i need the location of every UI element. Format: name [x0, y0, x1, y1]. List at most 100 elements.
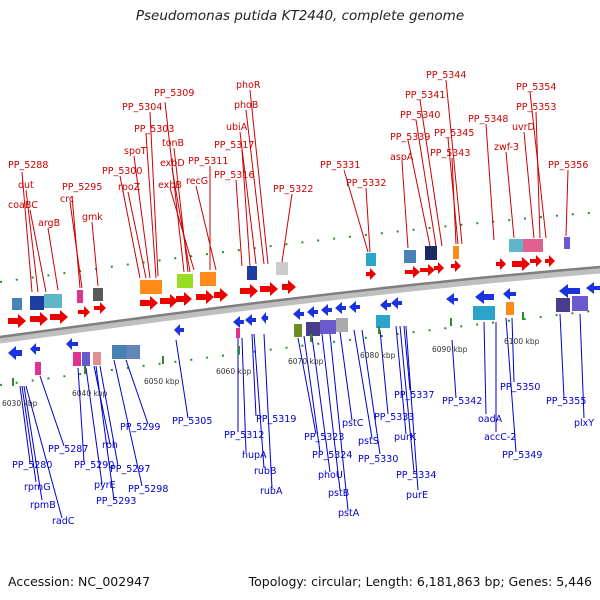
gene-label[interactable]: PP_5348: [468, 114, 508, 125]
gene-label[interactable]: oadA: [478, 414, 503, 425]
genome-backbone: [0, 265, 600, 339]
gene-label[interactable]: PP_5332: [346, 178, 386, 189]
gene-label[interactable]: uvrD: [512, 122, 535, 133]
gene-label[interactable]: PP_5350: [500, 382, 540, 393]
gene-label[interactable]: PP_5303: [134, 124, 174, 135]
gene-label[interactable]: coaBC: [8, 200, 38, 211]
top-strand-features: [12, 237, 570, 310]
gene-label[interactable]: PP_5356: [548, 160, 588, 171]
gene-label[interactable]: PP_5319: [256, 414, 296, 425]
gene-label[interactable]: pyrE: [94, 480, 116, 491]
gene-label[interactable]: crc: [60, 194, 74, 205]
bottom-strand-features: [35, 296, 588, 375]
gene-label[interactable]: PP_5349: [502, 450, 542, 461]
gene-label[interactable]: exbB: [158, 180, 182, 191]
top-track-guide: [0, 211, 600, 283]
gene-label[interactable]: PP_5304: [122, 102, 162, 113]
gene-label[interactable]: recG: [186, 176, 208, 187]
scale-label-6050: 6050 kbp: [144, 377, 180, 386]
gene-label[interactable]: PP_5354: [516, 82, 556, 93]
gene-label[interactable]: PP_5355: [546, 396, 586, 407]
gene-label[interactable]: PP_5331: [320, 160, 360, 171]
gene-label[interactable]: gmk: [82, 212, 103, 223]
gene-label[interactable]: PP_5290: [74, 460, 114, 471]
gene-label[interactable]: PP_5342: [442, 396, 482, 407]
gene-label[interactable]: spoT: [124, 146, 147, 157]
gene-label[interactable]: PP_5337: [394, 390, 434, 401]
gene-label[interactable]: hupA: [242, 450, 267, 461]
gene-label[interactable]: PP_5298: [128, 484, 168, 495]
bottom-strand-arrows: [8, 282, 600, 360]
top-gene-labels: PP_5288 dut coaBC argB PP_5295 crc gmk P…: [8, 70, 588, 229]
gene-label[interactable]: radC: [52, 516, 75, 527]
gene-label[interactable]: PP_5305: [172, 416, 212, 427]
gene-label[interactable]: PP_5312: [224, 430, 264, 441]
gene-label[interactable]: exbD: [160, 158, 185, 169]
gene-label[interactable]: PP_5334: [396, 470, 436, 481]
gene-label[interactable]: rubB: [254, 466, 276, 477]
gene-label[interactable]: PP_5293: [96, 496, 136, 507]
gene-label[interactable]: PP_5316: [214, 170, 254, 181]
gene-label[interactable]: PP_5317: [214, 140, 254, 151]
gene-label[interactable]: aspA: [390, 152, 414, 163]
top-strand-arrows: [8, 255, 555, 328]
scale-label-6060: 6060 kbp: [216, 367, 252, 376]
gene-label[interactable]: PP_5311: [188, 156, 228, 167]
genome-title: Pseudomonas putida KT2440, complete geno…: [135, 8, 465, 24]
gene-label[interactable]: rubA: [260, 486, 283, 497]
gene-label[interactable]: phoU: [318, 470, 343, 481]
gene-label[interactable]: argB: [38, 218, 60, 229]
gene-label[interactable]: PP_5323: [304, 432, 344, 443]
gene-label[interactable]: pstC: [342, 418, 364, 429]
gene-label[interactable]: PP_5280: [12, 460, 52, 471]
gene-label[interactable]: PP_5339: [390, 132, 430, 143]
gene-label[interactable]: PP_5343: [430, 148, 470, 159]
gene-label[interactable]: PP_5341: [405, 90, 445, 101]
scale-ticks: [12, 312, 524, 386]
gene-label[interactable]: rpmG: [24, 482, 51, 493]
scale-label-6070: 6070 kbp: [288, 357, 324, 366]
gene-label[interactable]: PP_5295: [62, 182, 102, 193]
gene-label[interactable]: pstA: [338, 508, 360, 519]
gene-label[interactable]: ubiA: [226, 122, 248, 133]
gene-label[interactable]: purK: [394, 432, 417, 443]
gene-label[interactable]: pstS: [358, 436, 379, 447]
gene-label[interactable]: phoB: [234, 100, 258, 111]
scale-label-6100: 6100 kbp: [504, 337, 540, 346]
scale-label-6030: 6030 kbp: [2, 399, 38, 408]
scale-labels: 6030 kbp 6040 kbp 6050 kbp 6060 kbp 6070…: [2, 337, 540, 408]
gene-label[interactable]: PP_5297: [110, 464, 150, 475]
gene-label[interactable]: PP_5288: [8, 160, 48, 171]
gene-label[interactable]: PP_5333: [374, 412, 414, 423]
gene-label[interactable]: PP_5300: [102, 166, 142, 177]
gene-label[interactable]: PP_5324: [312, 450, 352, 461]
scale-label-6090: 6090 kbp: [432, 345, 468, 354]
gene-label[interactable]: rph: [102, 440, 118, 451]
gene-label[interactable]: phoR: [236, 80, 261, 91]
gene-label[interactable]: PP_5345: [434, 128, 474, 139]
gene-label[interactable]: PP_5287: [48, 444, 88, 455]
gene-label[interactable]: PP_5330: [358, 454, 398, 465]
genome-summary-text: Topology: circular; Length: 6,181,863 bp…: [248, 574, 592, 589]
gene-label[interactable]: purE: [406, 490, 428, 501]
gene-label[interactable]: rpmB: [30, 500, 56, 511]
gene-label[interactable]: dut: [18, 180, 34, 191]
gene-label[interactable]: PP_5299: [120, 422, 160, 433]
gene-label[interactable]: rpoZ: [118, 182, 141, 193]
bottom-track-guide: [0, 309, 600, 386]
gene-label[interactable]: PP_5344: [426, 70, 466, 81]
gene-label[interactable]: tonB: [162, 138, 184, 149]
gene-label[interactable]: pstB: [328, 488, 349, 499]
top-leader-lines: [21, 79, 569, 293]
gene-label[interactable]: plxY: [574, 418, 594, 429]
scale-label-6080: 6080 kbp: [360, 351, 396, 360]
gene-label[interactable]: PP_5353: [516, 102, 556, 113]
gene-label[interactable]: PP_5322: [273, 184, 313, 195]
gene-label[interactable]: accC-2: [484, 432, 516, 443]
gene-label[interactable]: PP_5340: [400, 110, 440, 121]
gene-label[interactable]: zwf-3: [494, 142, 519, 153]
scale-label-6040: 6040 kbp: [72, 389, 108, 398]
gene-label[interactable]: PP_5309: [154, 88, 194, 99]
